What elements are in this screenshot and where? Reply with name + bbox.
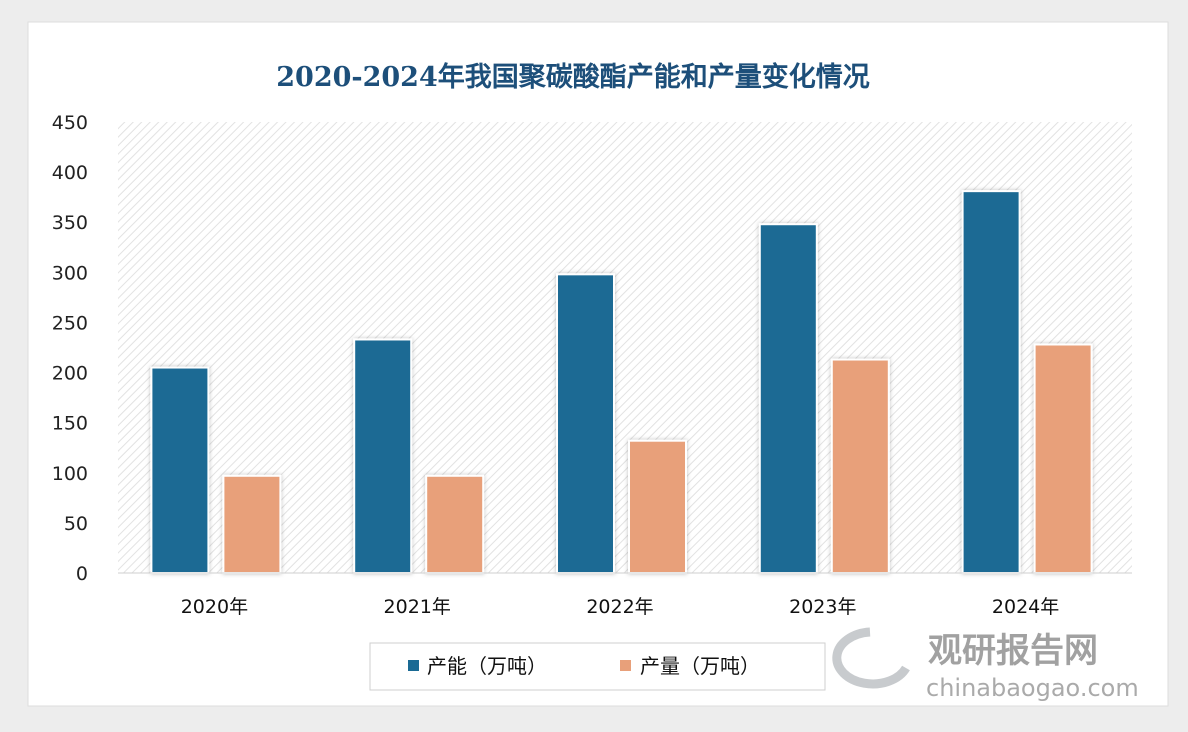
watermark-logo-icon xyxy=(832,627,910,689)
y-tick-label: 300 xyxy=(52,262,88,284)
x-tick-label: 2021年 xyxy=(384,596,451,618)
legend-swatch-capacity xyxy=(408,660,419,671)
legend-swatch-output xyxy=(620,660,631,671)
y-tick-label: 100 xyxy=(52,463,88,485)
chart-title: 2020-2024年我国聚碳酸酯产能和产量变化情况 xyxy=(276,61,870,93)
bar-output-2023年 xyxy=(830,358,890,574)
x-tick-label: 2024年 xyxy=(992,596,1059,618)
bar-capacity-2021年 xyxy=(353,338,413,574)
y-tick-label: 150 xyxy=(52,413,88,435)
y-tick-label: 50 xyxy=(64,513,88,535)
bar-capacity-2022年 xyxy=(556,273,615,574)
y-tick-label: 450 xyxy=(52,112,88,134)
bar-capacity-2023年 xyxy=(758,223,818,575)
y-tick-label: 350 xyxy=(52,212,88,234)
x-tick-label: 2022年 xyxy=(586,596,653,618)
bar-capacity-2020年 xyxy=(150,366,210,574)
watermark-brand: 观研报告网 xyxy=(928,631,1098,671)
bar-output-2021年 xyxy=(425,474,485,575)
y-tick-label: 0 xyxy=(76,563,88,585)
watermark-site: chinabaogao.com xyxy=(926,674,1139,702)
bar-output-2024年 xyxy=(1033,343,1093,575)
legend: 产能（万吨） 产量（万吨） xyxy=(369,642,826,691)
y-tick-label: 250 xyxy=(52,312,88,334)
y-tick-label: 200 xyxy=(52,363,88,385)
legend-label-capacity: 产能（万吨） xyxy=(427,654,547,678)
watermark: 观研报告网 chinabaogao.com xyxy=(832,627,1139,702)
bar-output-2022年 xyxy=(628,439,687,574)
legend-label-output: 产量（万吨） xyxy=(640,654,760,678)
x-tick-label: 2023年 xyxy=(789,596,856,618)
x-tick-label: 2020年 xyxy=(181,596,248,618)
bar-output-2020年 xyxy=(222,474,282,575)
bar-capacity-2024年 xyxy=(961,190,1021,575)
y-tick-label: 400 xyxy=(52,162,88,184)
